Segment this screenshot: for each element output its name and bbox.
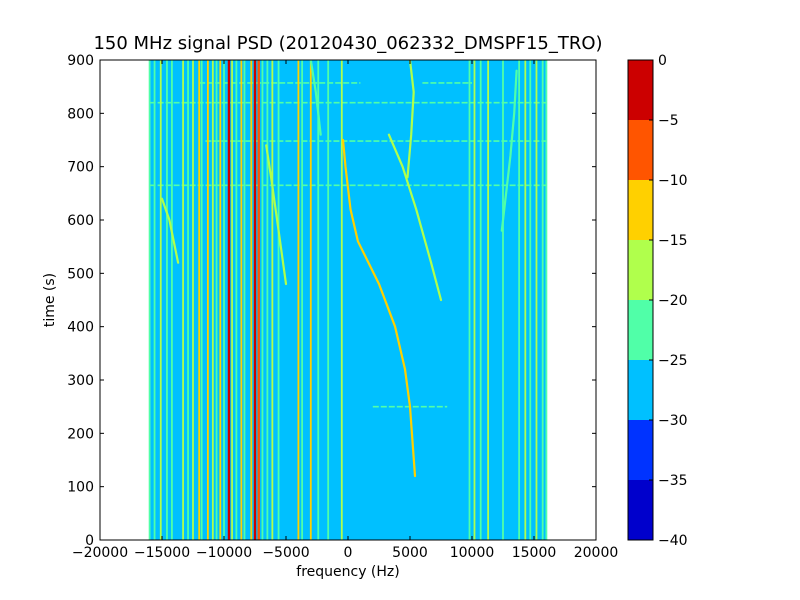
colorbar-tick-label: −15: [658, 233, 688, 249]
heatmap-drift-trace-5: [500, 69, 518, 232]
y-tick-label: 700: [67, 160, 94, 176]
x-tick-label: −10000: [196, 545, 252, 561]
x-tick-label: 10000: [450, 545, 495, 561]
y-tick-label: 300: [67, 373, 94, 389]
heatmap-drift-trace-6: [309, 60, 322, 136]
y-tick-label: 0: [85, 533, 94, 549]
colorbar-tick-label: −40: [658, 533, 688, 549]
heatmap-drift-trace-1: [387, 133, 443, 302]
y-tick-label: 900: [67, 53, 94, 69]
y-tick-label: 800: [67, 106, 94, 122]
colorbar-tick-label: −30: [658, 413, 688, 429]
colorbar-tick-label: −20: [658, 293, 688, 309]
heatmap-background-cell: [149, 60, 547, 540]
colorbar-segment-6: [628, 120, 653, 180]
colorbar-segment-7: [628, 60, 653, 120]
x-axis-label: frequency (Hz): [296, 564, 399, 580]
y-tick-label: 100: [67, 480, 94, 496]
x-tick-label: 20000: [574, 545, 619, 561]
x-tick-label: −5000: [262, 545, 309, 561]
heatmap-drift-trace-3: [160, 197, 180, 264]
colorbar-segment-3: [628, 300, 653, 360]
colorbar-tick-label: 0: [658, 53, 667, 69]
x-tick-label: −15000: [134, 545, 190, 561]
colorbar-segment-1: [628, 420, 653, 480]
x-tick-label: −20000: [72, 545, 128, 561]
colorbar-tick-label: −25: [658, 353, 688, 369]
spectrogram-heatmap: [148, 60, 548, 540]
y-axis-label: time (s): [42, 273, 58, 327]
colorbar-tick-label: −35: [658, 473, 688, 489]
colorbar: [627, 59, 654, 541]
y-tick-label: 400: [67, 320, 94, 336]
y-tick-label: 600: [67, 213, 94, 229]
colorbar-ticks: −40 −35 −30 −25 −20 −15 −10 −5 0: [649, 53, 688, 549]
colorbar-tick-label: −10: [658, 173, 688, 189]
y-tick-label: 200: [67, 426, 94, 442]
colorbar-tick-label: −5: [658, 113, 679, 129]
heatmap-drift-trace-4: [406, 60, 415, 179]
heatmap-drift-trace-2: [265, 144, 288, 286]
colorbar-segment-0: [628, 480, 653, 540]
y-tick-label: 500: [67, 266, 94, 282]
x-tick-label: 0: [344, 545, 353, 561]
heatmap-drift-trace-0: [341, 138, 417, 478]
x-axis-ticks: −20000 −15000 −10000 −5000 0 5000 10000 15000 20…: [72, 60, 618, 561]
y-axis-ticks: 0 100 200 300 400 500 600 700 800 900: [67, 53, 596, 549]
colorbar-segment-5: [628, 180, 653, 240]
x-tick-label: 15000: [512, 545, 557, 561]
colorbar-segment-2: [628, 360, 653, 420]
chart-title: 150 MHz signal PSD (20120430_062332_DMSP…: [93, 33, 602, 54]
x-tick-label: 5000: [392, 545, 428, 561]
colorbar-segment-4: [628, 240, 653, 300]
